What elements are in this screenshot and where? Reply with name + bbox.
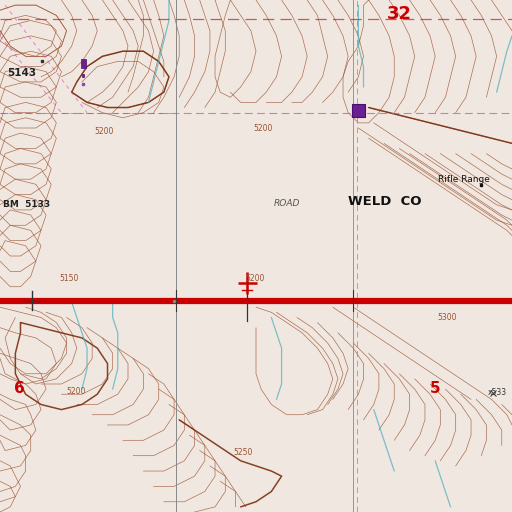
Text: 5200: 5200 [246, 273, 265, 283]
Text: 5143: 5143 [8, 68, 37, 78]
Text: 5150: 5150 [59, 273, 78, 283]
Bar [352, 104, 365, 117]
Text: BM  5133: BM 5133 [3, 200, 50, 209]
Text: ROAD: ROAD [274, 199, 301, 208]
Text: 5200: 5200 [67, 387, 86, 396]
Text: WELD  CO: WELD CO [348, 195, 422, 208]
Text: 5: 5 [430, 381, 441, 396]
Bar [81, 59, 86, 68]
Text: 6: 6 [14, 381, 25, 396]
Text: Rifle Range: Rifle Range [438, 175, 489, 184]
Text: 5200: 5200 [95, 127, 114, 136]
Text: 32: 32 [387, 5, 412, 23]
Text: x533: x533 [488, 388, 507, 397]
Text: 5250: 5250 [233, 447, 252, 457]
Text: 5300: 5300 [438, 313, 457, 322]
Bar [82, 74, 84, 77]
Text: 5200: 5200 [253, 123, 273, 133]
